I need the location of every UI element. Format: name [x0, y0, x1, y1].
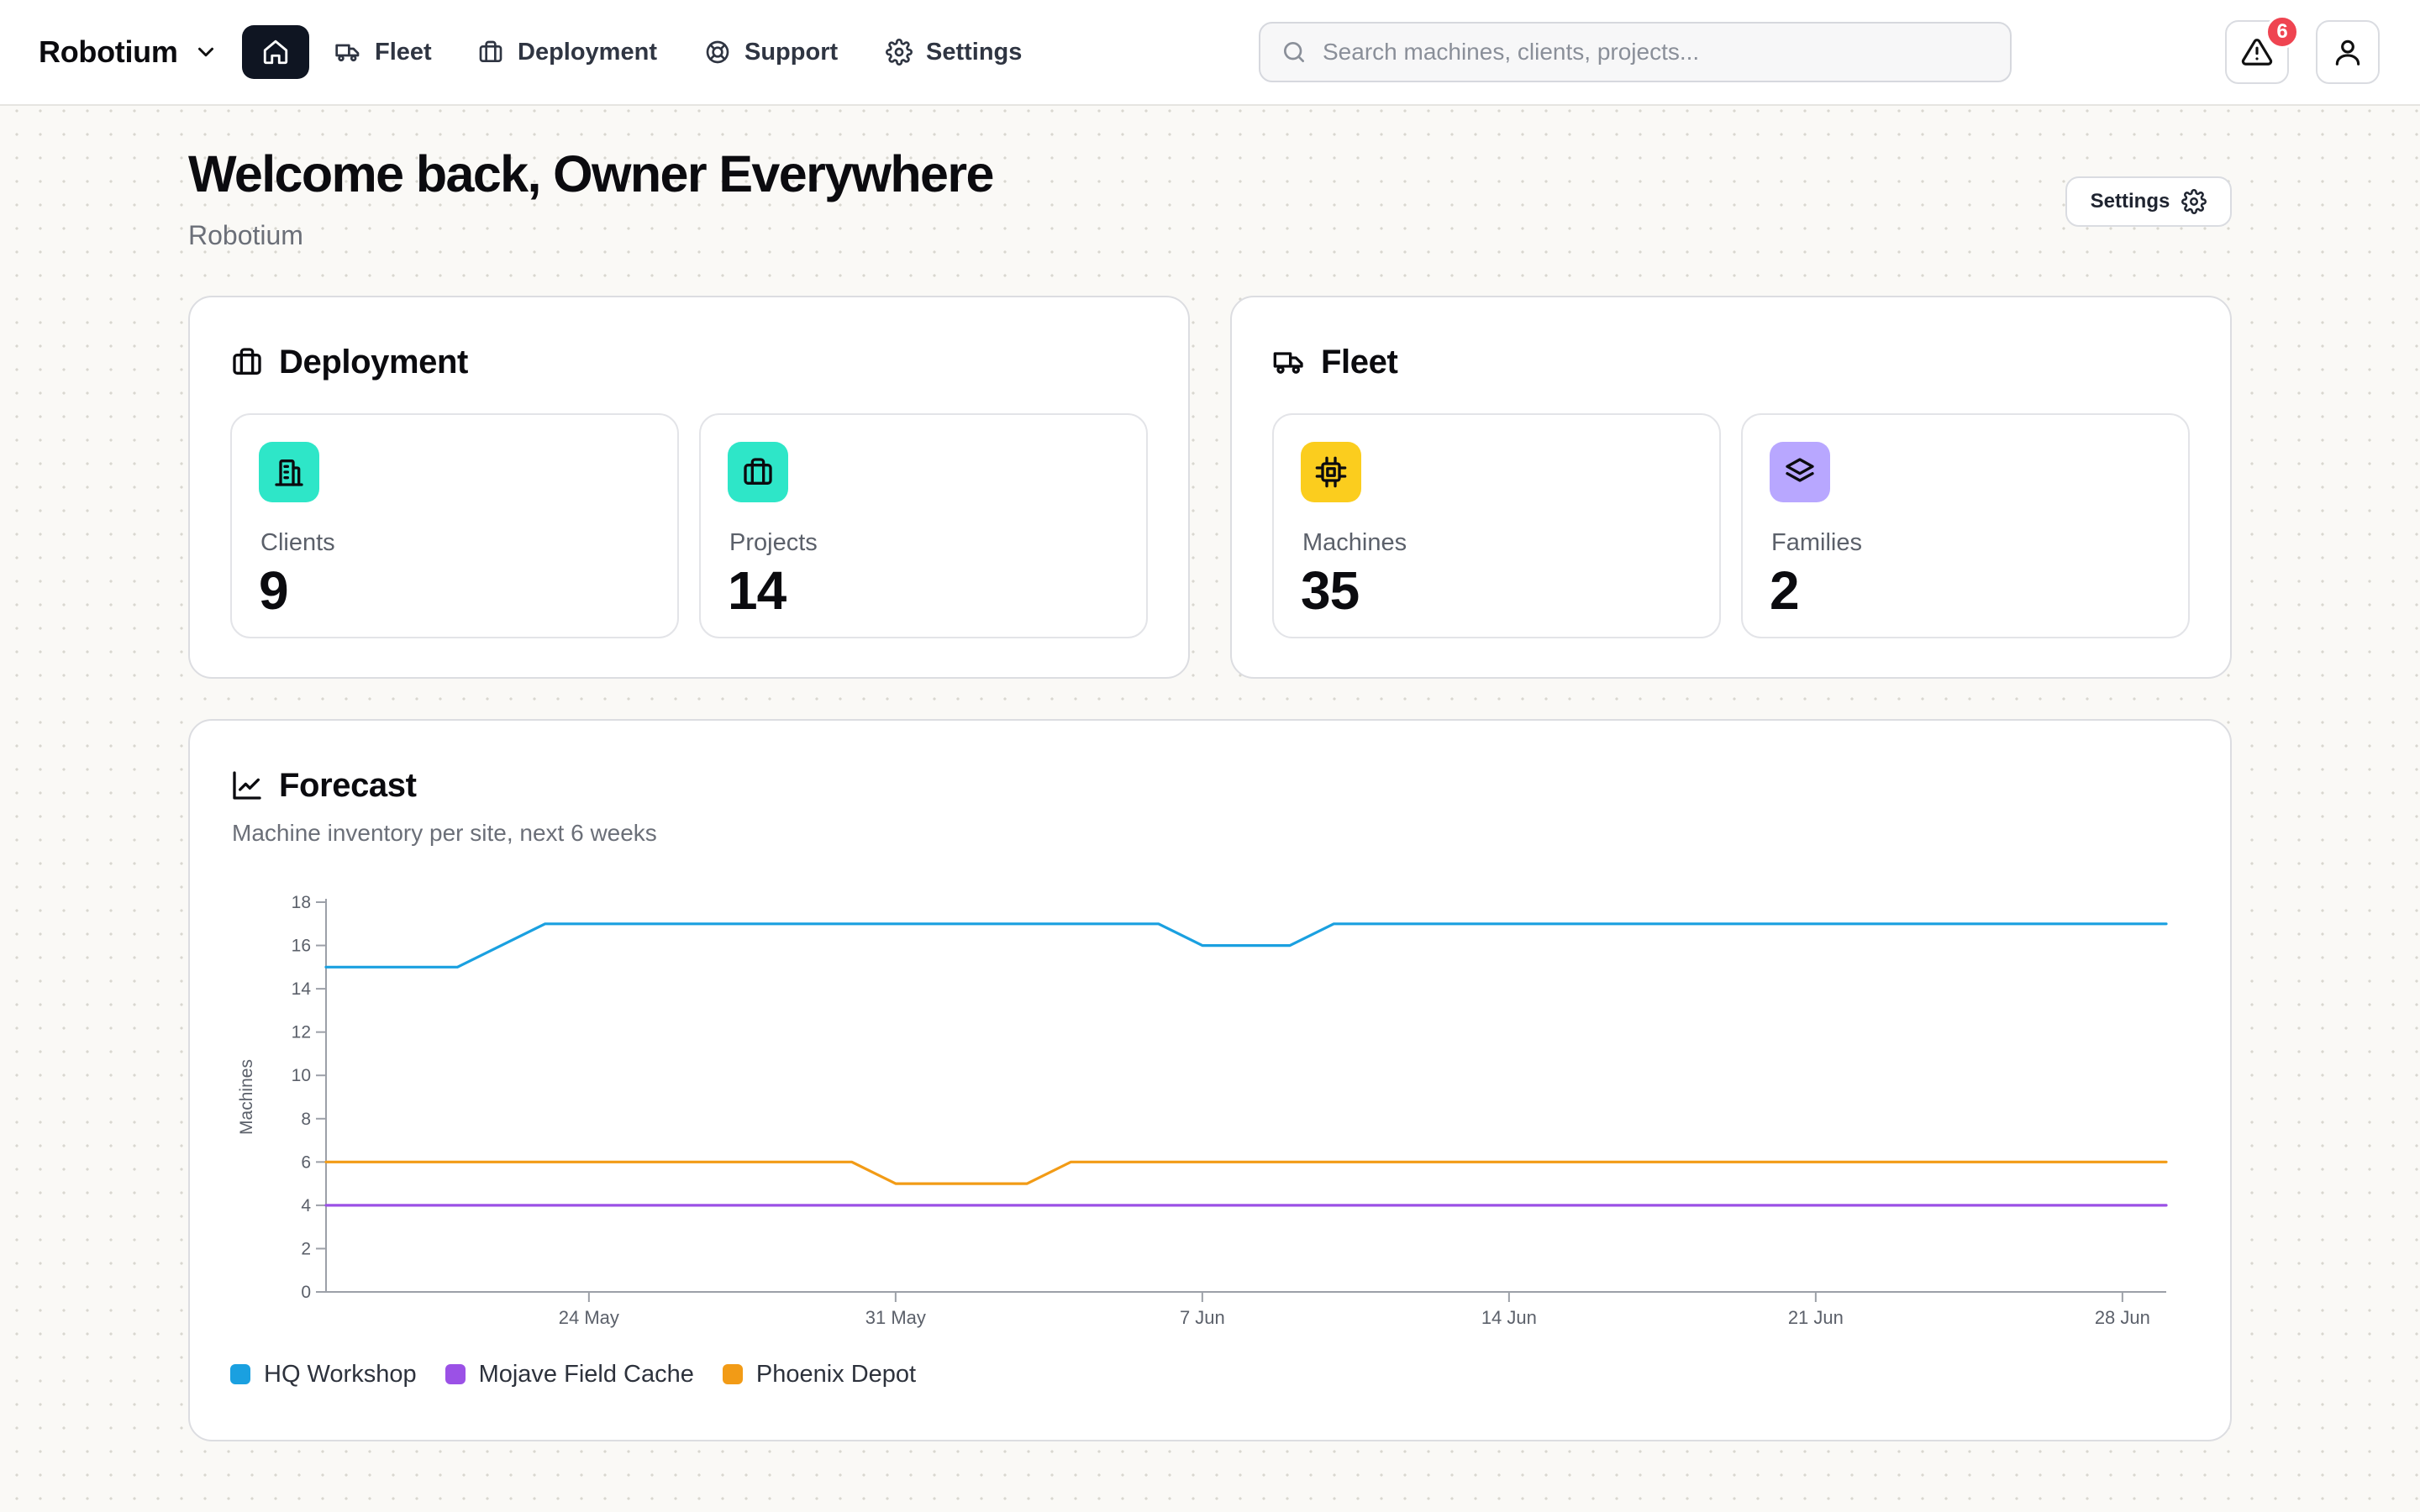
truck-icon [1273, 352, 1303, 374]
deployment-title-text: Deployment [279, 343, 468, 381]
y-tick-label: 2 [301, 1239, 311, 1258]
stat-families[interactable]: Families 2 [1741, 413, 2190, 638]
org-subtitle: Robotium [188, 220, 303, 250]
fleet-title-text: Fleet [1321, 343, 1398, 381]
chevron-down-icon [197, 47, 213, 57]
fleet-card-title: Fleet [1272, 341, 1398, 383]
forecast-title-text: Forecast [279, 766, 417, 804]
nav-deployment-label: Deployment [518, 38, 657, 66]
building-icon [275, 459, 303, 486]
x-tick-label: 21 Jun [1788, 1307, 1844, 1328]
top-navigation-bar: Robotium Fleet Deployment Support Settin… [0, 0, 2420, 106]
x-tick-label: 24 May [559, 1307, 619, 1328]
y-axis-label: Machines [237, 1059, 256, 1135]
alerts-count-badge: 6 [2265, 15, 2299, 49]
chip-icon [1315, 456, 1347, 488]
fleet-card: Fleet Machines 35 Families 2 [1230, 296, 2232, 679]
alerts-button[interactable]: 6 [2225, 15, 2299, 84]
stat-families-value: 2 [1770, 560, 1800, 621]
x-tick-label: 14 Jun [1481, 1307, 1537, 1328]
deployment-card-title: Deployment [230, 341, 468, 383]
stat-projects-label: Projects [729, 529, 818, 556]
truck-icon [335, 44, 360, 62]
line-chart-icon [233, 771, 261, 800]
nav-support[interactable]: Support [704, 30, 838, 74]
gear-icon [886, 39, 913, 66]
stat-families-icon-tile [1770, 442, 1830, 502]
nav-settings[interactable]: Settings [886, 30, 1022, 74]
series-line-hq-workshop [324, 922, 2168, 969]
nav-settings-label: Settings [926, 38, 1023, 66]
legend-item[interactable]: Mojave Field Cache [445, 1361, 694, 1389]
forecast-card: Forecast Machine inventory per site, nex… [188, 719, 2232, 1441]
legend-item[interactable]: HQ Workshop [230, 1361, 417, 1389]
search-box[interactable] [1259, 22, 2012, 82]
legend-item[interactable]: Phoenix Depot [722, 1360, 917, 1389]
home-icon [263, 39, 288, 65]
settings-button-label: Settings [2090, 190, 2170, 213]
warning-triangle-icon [2241, 39, 2273, 66]
settings-button[interactable]: Settings [2065, 176, 2232, 227]
legend-swatch [230, 1364, 250, 1384]
forecast-line-chart: 0 2 4 6 8 10 12 14 16 18 Machines 24 May 31 May 7 Jun… [237, 893, 2168, 1328]
layers-icon [1786, 458, 1814, 482]
deployment-card: Deployment Clients 9 Projects 14 [188, 296, 1190, 679]
stat-clients-value: 9 [259, 560, 289, 621]
profile-button[interactable] [2316, 20, 2380, 84]
series-line-phoenix-depot [324, 1160, 2168, 1185]
y-tick-label: 4 [301, 1196, 311, 1215]
lifebuoy-icon [706, 40, 729, 64]
legend-swatch [722, 1364, 743, 1384]
user-icon [2335, 39, 2360, 66]
stat-projects-value: 14 [728, 560, 786, 621]
stat-families-label: Families [1771, 529, 1862, 556]
x-tick-label: 28 Jun [2095, 1307, 2150, 1328]
stat-machines-icon-tile [1301, 442, 1361, 502]
legend-label: HQ Workshop [264, 1360, 417, 1388]
gear-icon [2181, 189, 2207, 214]
forecast-subtitle: Machine inventory per site, next 6 weeks [232, 820, 657, 846]
stat-machines-value: 35 [1301, 560, 1360, 621]
stat-clients-icon-tile [259, 442, 319, 502]
page-title: Welcome back, Owner Everywhere [188, 145, 994, 202]
y-tick-label: 0 [301, 1283, 311, 1302]
nav-deployment[interactable]: Deployment [477, 30, 657, 74]
stat-projects-icon-tile [728, 442, 788, 502]
stat-clients[interactable]: Clients 9 [230, 413, 679, 638]
stat-machines-label: Machines [1302, 529, 1407, 556]
briefcase-icon [744, 458, 772, 485]
home-button[interactable] [242, 25, 309, 79]
y-tick-label: 10 [292, 1066, 311, 1085]
briefcase-icon [233, 348, 261, 375]
nav-fleet-label: Fleet [375, 38, 432, 66]
legend-label: Phoenix Depot [755, 1360, 917, 1388]
legend-swatch [445, 1364, 466, 1384]
y-tick-label: 12 [292, 1023, 311, 1042]
brand-name: Robotium [39, 34, 178, 69]
stat-machines[interactable]: Machines 35 [1272, 413, 1721, 638]
x-tick-label: 31 May [865, 1307, 926, 1328]
forecast-card-title: Forecast [230, 764, 417, 806]
chart-legend: HQ Workshop Mojave Field Cache Phoenix Dep… [230, 1357, 916, 1391]
y-tick-label: 18 [292, 893, 311, 912]
y-tick-label: 16 [292, 937, 311, 956]
y-tick-label: 6 [301, 1152, 311, 1172]
nav-fleet[interactable]: Fleet [334, 30, 432, 74]
briefcase-icon [479, 40, 502, 62]
stat-projects[interactable]: Projects 14 [699, 413, 1148, 638]
search-input[interactable] [1323, 39, 1978, 66]
org-switcher[interactable]: Robotium [39, 30, 218, 74]
nav-support-label: Support [744, 38, 839, 66]
y-tick-label: 8 [301, 1110, 311, 1129]
y-tick-label: 14 [292, 979, 312, 999]
x-tick-label: 7 Jun [1180, 1307, 1225, 1328]
legend-label: Mojave Field Cache [478, 1360, 694, 1388]
stat-clients-label: Clients [260, 529, 335, 556]
search-icon [1284, 42, 1304, 62]
